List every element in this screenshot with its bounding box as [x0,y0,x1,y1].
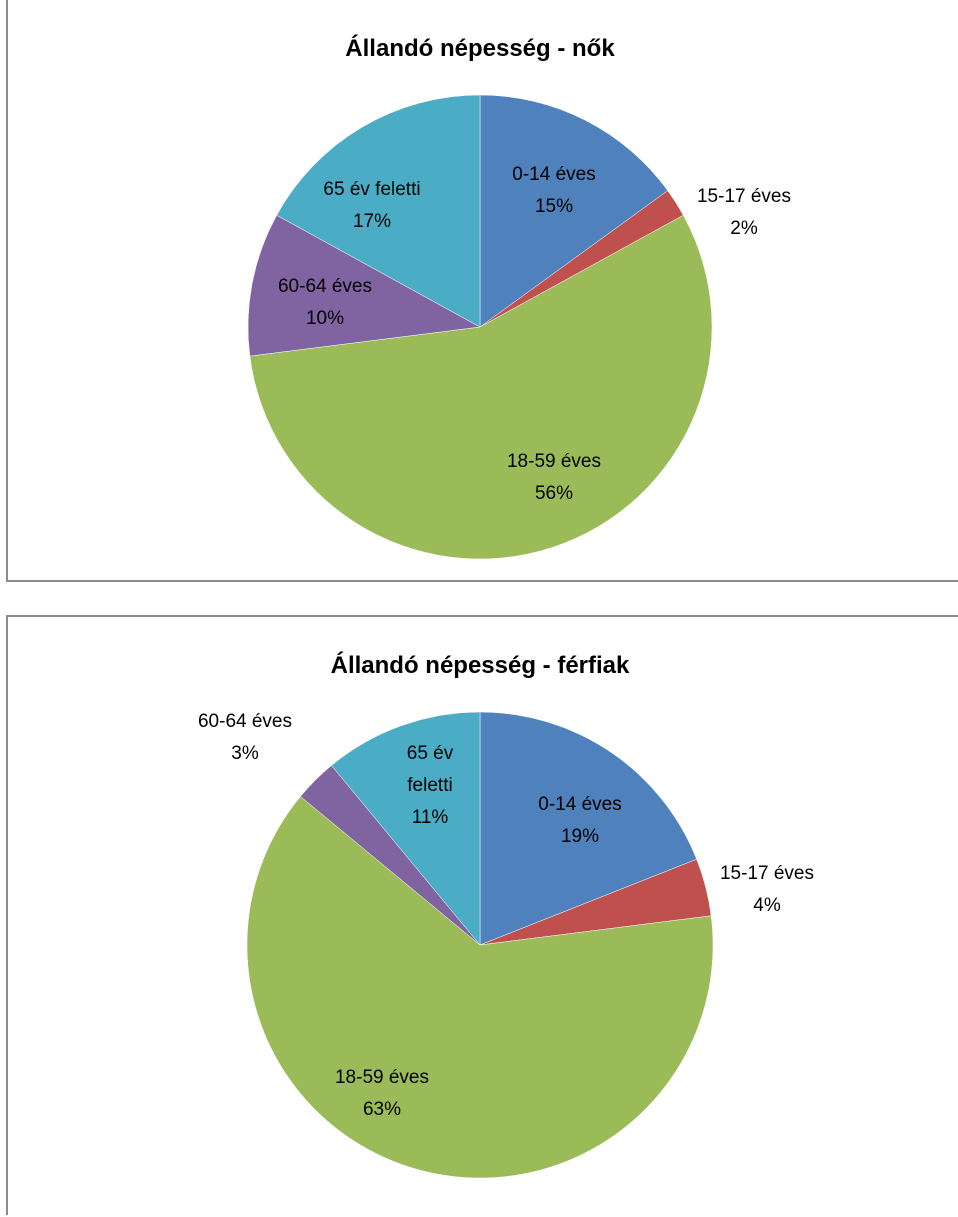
pie-slices [246,711,714,1179]
chart-men: Állandó népesség - férfiak 0-14 éves 19% 1… [6,615,958,1215]
chart-title: Állandó népesség - férfiak [331,651,630,679]
slice-label: 18-59 éves 56% [507,451,601,504]
pie-slice [249,214,713,560]
pie-slice [331,711,481,946]
pie-labels: 0-14 éves 19% 15-17 éves 4% 18-59 éves 63% 60-… [198,711,814,1120]
pie-slice [479,711,697,946]
chart-women: Állandó népesség - nők 0-14 éves 15% 15-17… [6,0,958,582]
chart-title: Állandó népesség - nők [345,34,615,62]
pie-labels: 0-14 éves 15% 15-17 éves 2% 18-59 éves 56% 60-… [278,164,791,504]
pie-chart-women: Állandó népesség - nők 0-14 éves 15% 15-17… [247,34,791,560]
pie-slice [246,796,714,1179]
pie-slice [276,94,481,328]
slice-label: 60-64 éves 10% [278,276,372,329]
slice-label: 65 év feletti 11% [407,743,454,828]
slice-label: 15-17 éves 4% [720,863,814,916]
slice-label: 60-64 éves 3% [198,711,292,764]
slice-label: 65 év feletti 17% [323,179,420,232]
slice-label: 0-14 éves 19% [538,794,621,847]
pie-slice [247,214,481,357]
slice-label: 0-14 éves 15% [512,164,595,217]
pie-chart-men: Állandó népesség - férfiak 0-14 éves 19% 1… [198,651,814,1179]
slice-label: 18-59 éves 63% [335,1067,429,1120]
pie-slices [247,94,713,560]
pie-slice [479,94,669,328]
slice-label: 15-17 éves 2% [697,186,791,239]
